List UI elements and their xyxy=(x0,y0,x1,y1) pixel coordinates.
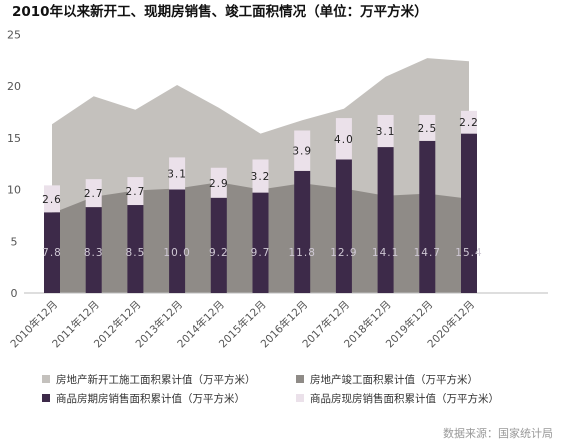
spot-value-label: 2.9 xyxy=(209,178,229,190)
futures-value-label: 14.1 xyxy=(372,247,399,259)
legend-swatch xyxy=(296,375,304,383)
y-tick-label: 5 xyxy=(11,235,18,248)
y-tick-label: 15 xyxy=(7,132,21,145)
bar-futures xyxy=(44,212,60,293)
spot-value-label: 3.1 xyxy=(376,126,396,138)
data-label-layer: 2.6 7.8 2.7 8.3 2.7 8.5 3.1 10.0 2.9 9.2 3.2 9.7 3.9… xyxy=(42,117,482,259)
bar-futures xyxy=(210,197,227,293)
bar-futures xyxy=(127,205,144,293)
legend-label: 房地产竣工面积累计值（万平方米） xyxy=(310,373,478,386)
spot-value-label: 2.6 xyxy=(42,194,62,206)
legend: 房地产新开工施工面积累计值（万平方米） 房地产竣工面积累计值（万平方米） 商品房期房… xyxy=(42,373,499,405)
y-tick-label: 10 xyxy=(7,184,21,197)
legend-label: 商品房现房销售面积累计值（万平方米） xyxy=(310,392,499,405)
futures-value-label: 8.3 xyxy=(84,247,104,259)
legend-label: 房地产新开工施工面积累计值（万平方米） xyxy=(56,373,256,386)
bar-futures xyxy=(169,189,186,293)
legend-swatch xyxy=(42,375,50,383)
futures-value-label: 9.2 xyxy=(209,247,229,259)
source-note: 数据来源：国家统计局 xyxy=(443,426,553,440)
x-tick-layer: 2010年12月2011年12月2012年12月2013年12月2014年12月… xyxy=(8,298,477,350)
spot-value-label: 3.2 xyxy=(251,171,271,183)
y-tick-label: 20 xyxy=(7,80,21,93)
bar-spot xyxy=(127,177,144,206)
bar-spot xyxy=(169,157,186,190)
futures-value-label: 14.7 xyxy=(414,247,441,259)
chart-title: 2010年以来新开工、现期房销售、竣工面积情况（单位：万平方米） xyxy=(12,3,428,20)
bar-futures xyxy=(294,170,311,293)
bar-spot xyxy=(335,118,352,160)
bar-spot xyxy=(252,159,269,193)
futures-value-label: 10.0 xyxy=(163,247,190,259)
spot-value-label: 3.9 xyxy=(292,146,312,158)
futures-value-label: 7.8 xyxy=(42,247,62,259)
spot-value-label: 4.0 xyxy=(334,134,354,146)
bar-futures xyxy=(461,133,477,293)
bar-spot xyxy=(461,110,477,134)
futures-value-label: 11.8 xyxy=(289,247,316,259)
futures-value-label: 12.9 xyxy=(330,247,357,259)
y-tick-label: 0 xyxy=(11,287,18,300)
bar-futures xyxy=(377,147,394,293)
spot-value-label: 2.7 xyxy=(84,188,104,200)
bar-futures xyxy=(85,207,102,293)
spot-value-label: 2.2 xyxy=(459,117,479,129)
legend-swatch xyxy=(296,394,304,402)
futures-value-label: 9.7 xyxy=(251,247,271,259)
legend-swatch xyxy=(42,394,50,402)
axis-layer: 0 5 10 15 20 25 xyxy=(7,28,548,300)
bar-spot xyxy=(210,167,227,198)
bar-futures xyxy=(335,159,352,293)
spot-value-label: 3.1 xyxy=(167,168,187,180)
legend-label: 商品房期房销售面积累计值（万平方米） xyxy=(56,392,245,405)
bar-spot xyxy=(419,114,436,141)
spot-value-label: 2.7 xyxy=(126,186,146,198)
futures-value-label: 15.4 xyxy=(455,247,482,259)
futures-value-label: 8.5 xyxy=(126,247,146,259)
bar-spot xyxy=(377,114,394,148)
bar-layer xyxy=(44,110,477,293)
y-tick-label: 25 xyxy=(7,28,21,41)
bar-futures xyxy=(252,192,269,293)
bar-futures xyxy=(419,140,436,293)
bar-spot xyxy=(294,130,311,171)
spot-value-label: 2.5 xyxy=(417,123,437,135)
bar-spot xyxy=(85,179,102,208)
bar-spot xyxy=(44,185,60,213)
